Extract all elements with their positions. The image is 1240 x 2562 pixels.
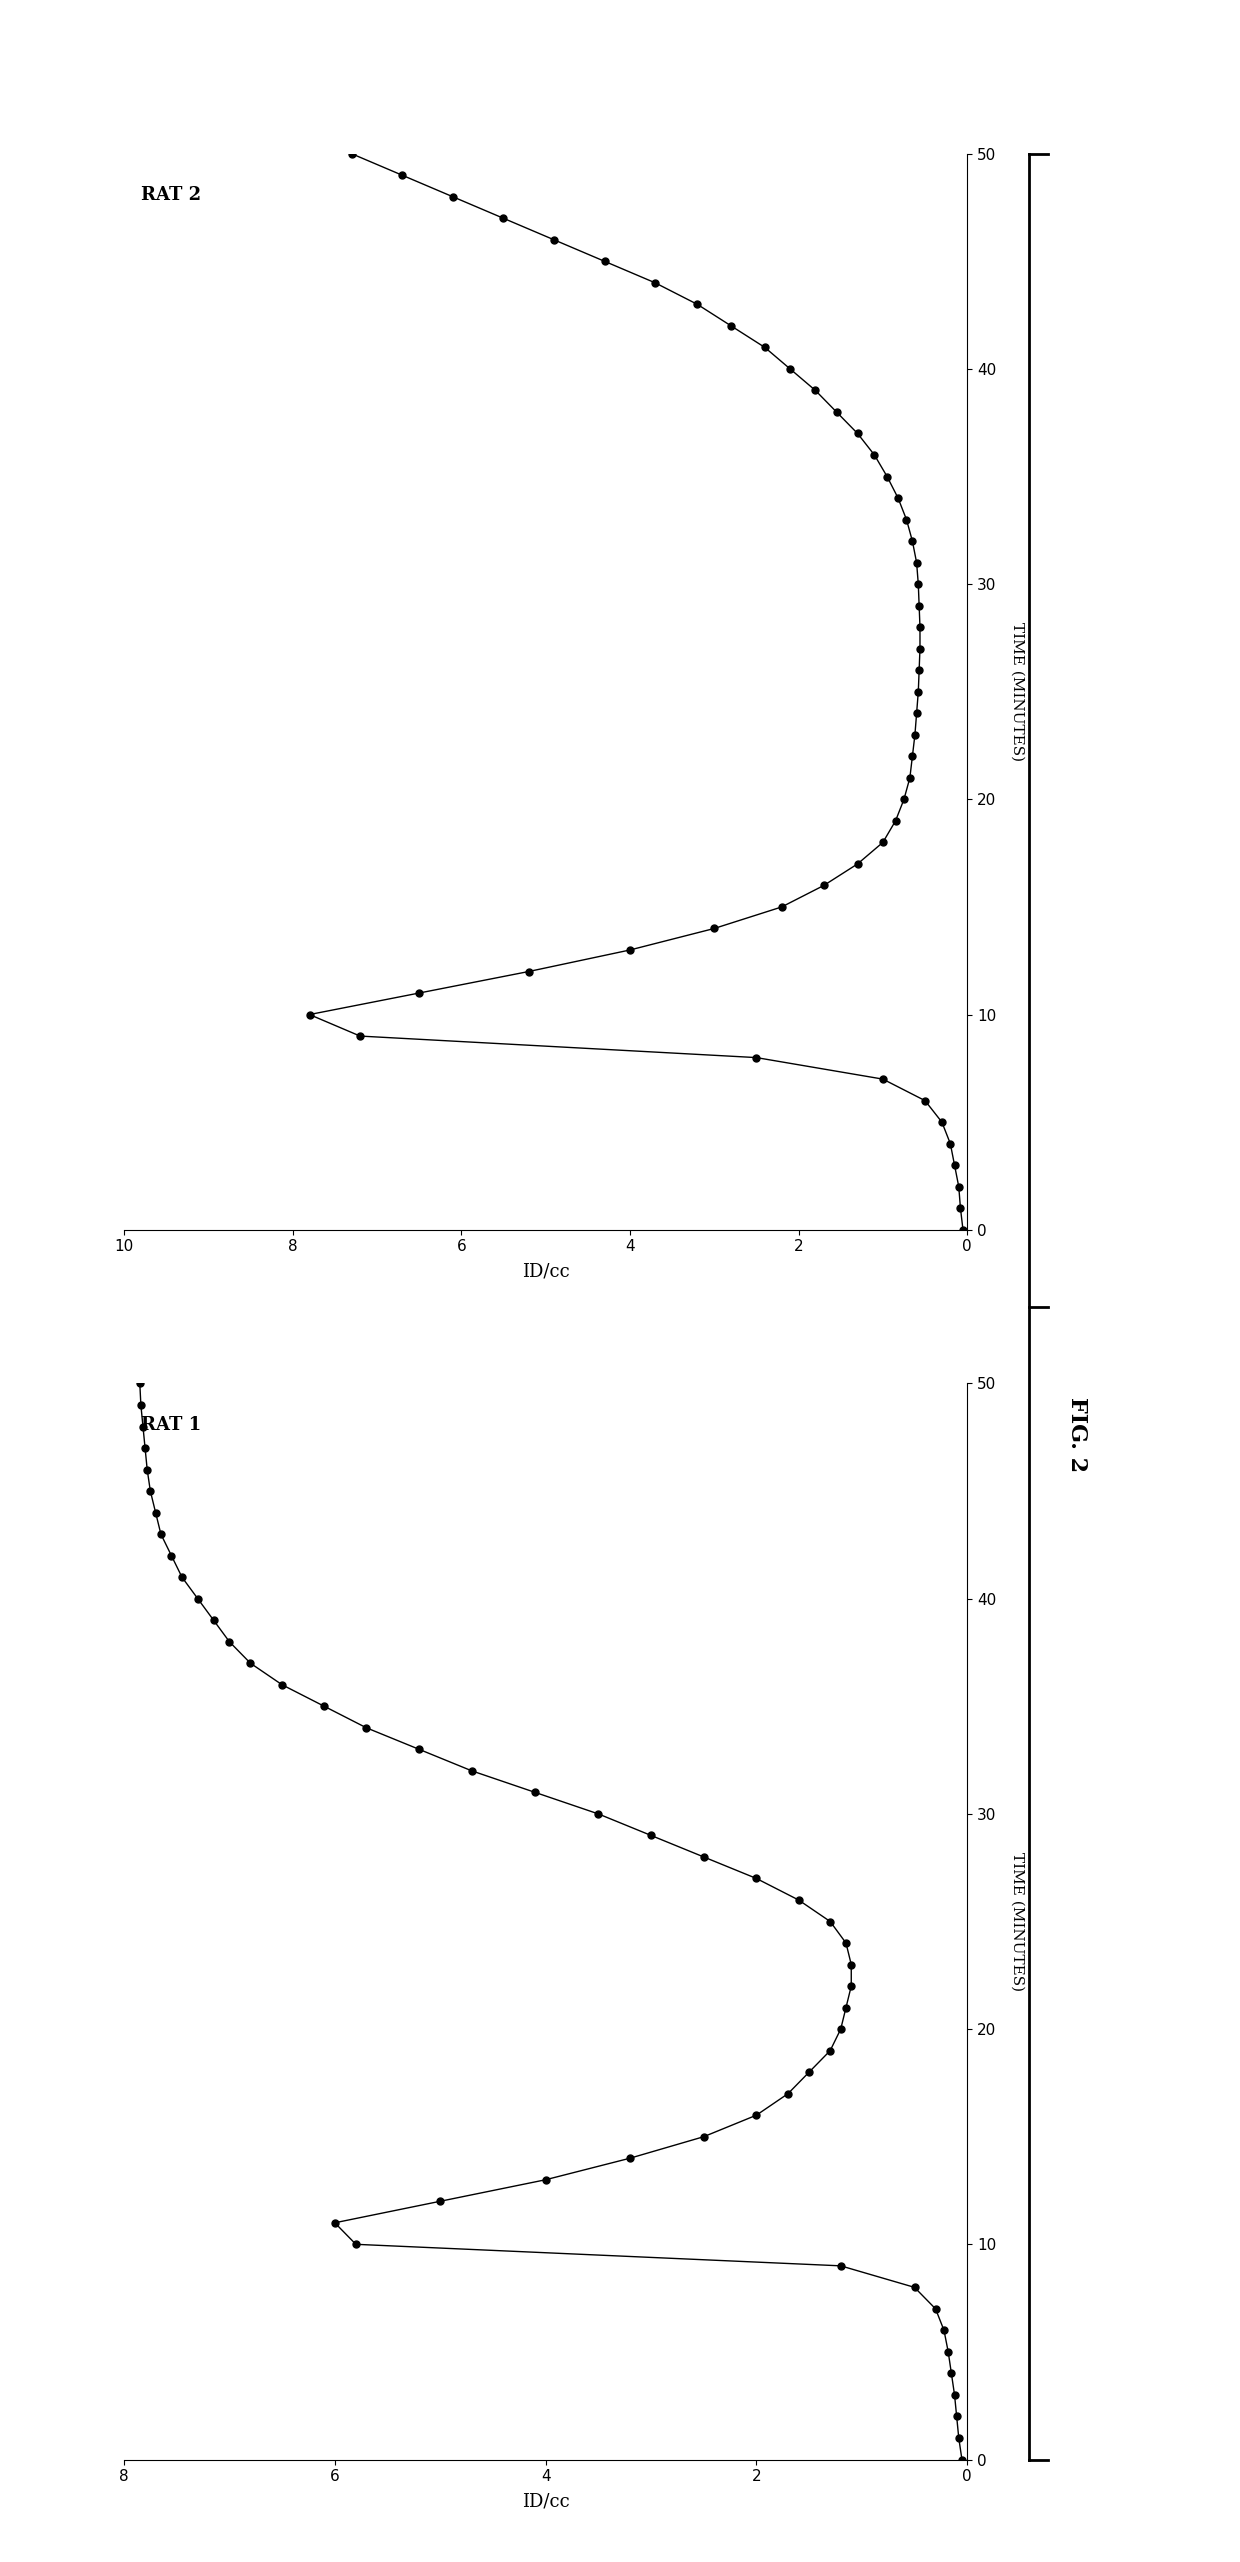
- X-axis label: ID/cc: ID/cc: [522, 1263, 569, 1281]
- Text: RAT 1: RAT 1: [141, 1417, 201, 1435]
- Text: RAT 2: RAT 2: [141, 187, 201, 205]
- Text: FIG. 2: FIG. 2: [1066, 1396, 1089, 1473]
- X-axis label: ID/cc: ID/cc: [522, 2493, 569, 2511]
- Y-axis label: TIME (MINUTES): TIME (MINUTES): [1011, 1852, 1024, 1991]
- Y-axis label: TIME (MINUTES): TIME (MINUTES): [1011, 623, 1024, 761]
